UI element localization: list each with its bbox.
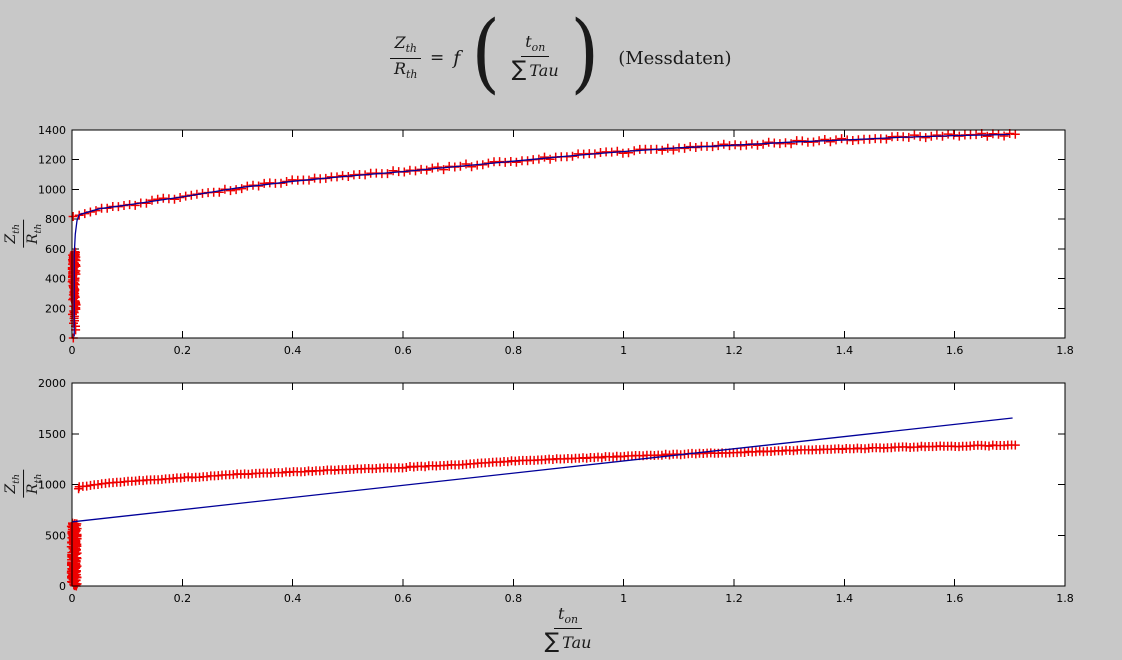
svg-text:1400: 1400 xyxy=(38,124,66,137)
svg-text:200: 200 xyxy=(45,302,66,315)
svg-text:1.8: 1.8 xyxy=(1056,344,1074,357)
xlabel-fraction: ton ∑ Tau xyxy=(544,605,592,655)
svg-text:2000: 2000 xyxy=(38,377,66,390)
svg-text:0.4: 0.4 xyxy=(284,592,302,605)
svg-text:800: 800 xyxy=(45,213,66,226)
svg-text:1200: 1200 xyxy=(38,154,66,167)
sigma-symbol: ∑ xyxy=(511,57,527,83)
title-sum-tau: ∑ Tau xyxy=(511,57,559,83)
svg-text:0.8: 0.8 xyxy=(505,592,523,605)
svg-text:1.2: 1.2 xyxy=(725,344,743,357)
figure-title: Zth Rth = f ( ton ∑ Tau ) (Messdaten) xyxy=(0,10,1122,106)
svg-text:0: 0 xyxy=(69,344,76,357)
svg-text:1000: 1000 xyxy=(38,479,66,492)
title-zth: Zth xyxy=(390,35,421,59)
svg-text:1: 1 xyxy=(620,344,627,357)
svg-text:0.6: 0.6 xyxy=(394,592,412,605)
svg-text:1: 1 xyxy=(620,592,627,605)
svg-text:600: 600 xyxy=(45,243,66,256)
title-close-paren: ) xyxy=(570,3,599,104)
ylabel-bottom-fraction: Zth Rth xyxy=(3,470,44,498)
svg-text:500: 500 xyxy=(45,529,66,542)
title-messdaten: (Messdaten) xyxy=(618,47,732,69)
svg-text:0.6: 0.6 xyxy=(394,344,412,357)
title-ton: ton xyxy=(521,33,550,58)
ylabel-top-fraction: Zth Rth xyxy=(3,220,44,248)
svg-text:0.2: 0.2 xyxy=(174,344,192,357)
sigma-symbol: ∑ xyxy=(544,629,560,655)
title-equals-sign: = xyxy=(429,48,445,68)
title-ton-sumtau-fraction: ton ∑ Tau xyxy=(511,33,559,83)
svg-text:1500: 1500 xyxy=(38,428,66,441)
svg-text:0.8: 0.8 xyxy=(505,344,523,357)
x-axis-label: ton ∑ Tau xyxy=(14,605,1122,655)
title-function-f: f xyxy=(453,47,461,69)
title-open-paren: ( xyxy=(471,3,501,104)
svg-text:0.2: 0.2 xyxy=(174,592,192,605)
svg-text:1.4: 1.4 xyxy=(836,344,854,357)
svg-text:1.8: 1.8 xyxy=(1056,592,1074,605)
svg-text:400: 400 xyxy=(45,273,66,286)
svg-text:1000: 1000 xyxy=(38,183,66,196)
svg-text:1.6: 1.6 xyxy=(946,592,964,605)
xlabel-ton: ton xyxy=(554,605,582,630)
xlabel-sum-tau: ∑ Tau xyxy=(544,629,592,655)
y-axis-label-bottom: Zth Rth xyxy=(2,453,46,515)
title-zth-rth-fraction: Zth Rth xyxy=(390,35,421,80)
svg-text:1.6: 1.6 xyxy=(946,344,964,357)
svg-text:1.2: 1.2 xyxy=(725,592,743,605)
y-axis-label-top: Zth Rth xyxy=(2,203,46,265)
title-rth: Rth xyxy=(393,58,418,81)
svg-text:0.4: 0.4 xyxy=(284,344,302,357)
svg-text:0: 0 xyxy=(59,332,66,345)
svg-text:0: 0 xyxy=(69,592,76,605)
svg-text:0: 0 xyxy=(59,580,66,593)
svg-text:1.4: 1.4 xyxy=(836,592,854,605)
